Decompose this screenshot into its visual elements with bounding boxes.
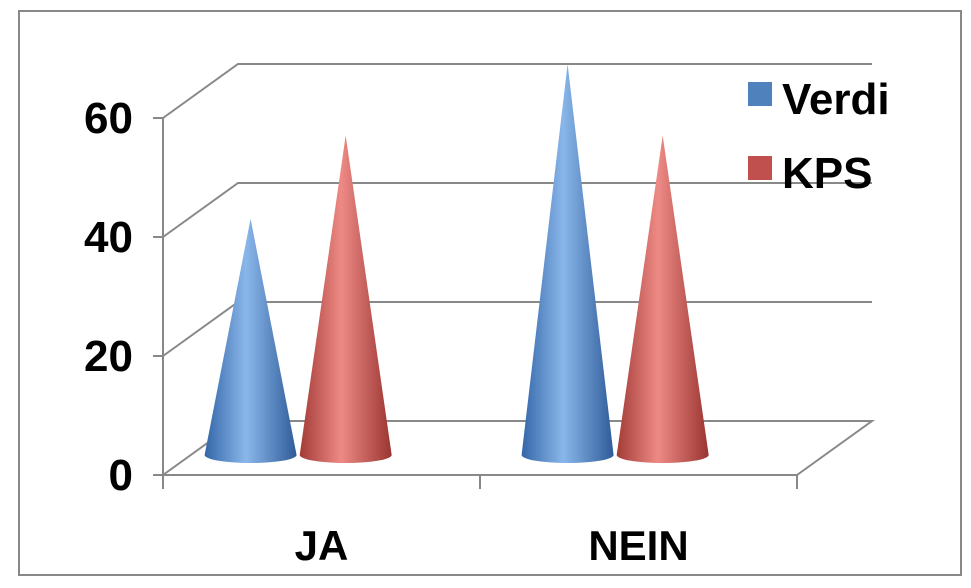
cone-body — [616, 135, 709, 463]
x-tick-label: JA — [295, 522, 349, 569]
cone-body — [299, 135, 392, 463]
cone-body — [204, 218, 297, 463]
gridline — [162, 182, 872, 238]
legend-swatch — [748, 82, 772, 106]
legend-swatch — [748, 156, 772, 180]
x-tick-label: NEIN — [588, 522, 688, 569]
legend-label: Verdi — [782, 75, 890, 124]
y-axis-ticks: 0 20 40 60 — [84, 94, 163, 500]
cone-bar — [616, 135, 709, 463]
y-tick-label: 40 — [84, 213, 133, 262]
y-tick-label: 0 — [109, 451, 133, 500]
cone-bar — [204, 218, 297, 463]
x-axis-ticks: JA NEIN — [162, 475, 798, 569]
cone-body — [521, 64, 614, 463]
y-tick-label: 60 — [84, 94, 133, 143]
legend: Verdi KPS — [748, 75, 890, 198]
chart-frame — [18, 10, 962, 576]
plot-marks — [204, 64, 709, 463]
legend-label: KPS — [782, 149, 872, 198]
gridline — [162, 63, 872, 119]
cone-bar — [521, 64, 614, 463]
gridlines — [162, 63, 872, 357]
y-tick-label: 20 — [84, 332, 133, 381]
cone-bar — [299, 135, 392, 463]
